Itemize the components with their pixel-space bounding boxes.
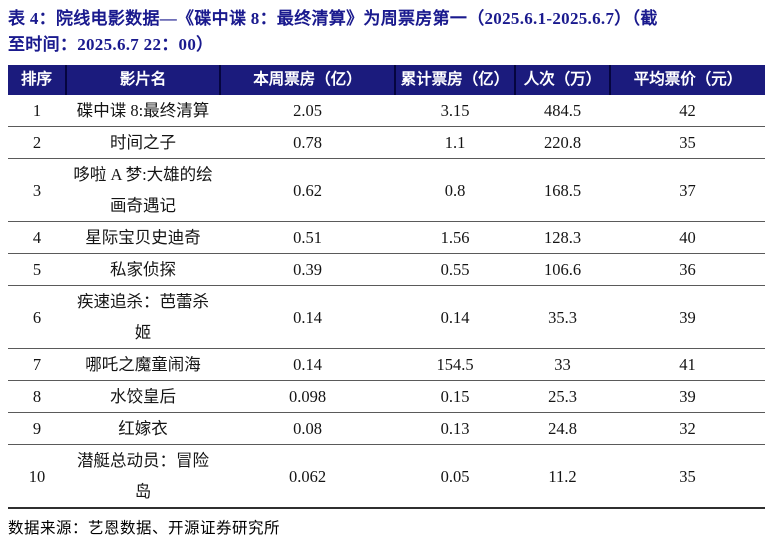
avg-price-cell: 37	[610, 158, 765, 222]
avg-price-cell: 35	[610, 126, 765, 159]
rank-cell: 1	[8, 95, 66, 127]
rank-cell: 8	[8, 380, 66, 413]
table-title-line2: 至时间：2025.6.7 22：00）	[8, 35, 214, 54]
box-office-table: 排序 影片名 本周票房（亿） 累计票房（亿） 人次（万） 平均票价（元） 1 碟…	[8, 65, 765, 509]
total-box-cell: 3.15	[395, 95, 515, 127]
header-row: 排序 影片名 本周票房（亿） 累计票房（亿） 人次（万） 平均票价（元）	[8, 65, 765, 95]
column-header-rank: 排序	[8, 65, 66, 95]
table-row: 4 星际宝贝史迪奇 0.51 1.56 128.3 40	[8, 221, 765, 254]
film-name-cell: 红嫁衣	[66, 412, 220, 445]
rank-cell: 6	[8, 285, 66, 349]
admissions-cell: 33	[515, 348, 610, 381]
week-box-cell: 0.62	[220, 158, 395, 222]
week-box-cell: 2.05	[220, 95, 395, 127]
admissions-cell: 128.3	[515, 221, 610, 254]
rank-cell: 2	[8, 126, 66, 159]
rank-cell: 9	[8, 412, 66, 445]
rank-cell: 3	[8, 158, 66, 222]
table-title-line1: 表 4：院线电影数据—《碟中谍 8：最终清算》为周票房第一（2025.6.1-2…	[8, 9, 658, 28]
admissions-cell: 168.5	[515, 158, 610, 222]
table-row: 6 疾速追杀：芭蕾杀姬 0.14 0.14 35.3 39	[8, 285, 765, 349]
table-row: 1 碟中谍 8:最终清算 2.05 3.15 484.5 42	[8, 95, 765, 127]
total-box-cell: 154.5	[395, 348, 515, 381]
week-box-cell: 0.14	[220, 285, 395, 349]
total-box-cell: 0.55	[395, 253, 515, 286]
admissions-cell: 11.2	[515, 444, 610, 509]
column-header-week-box: 本周票房（亿）	[219, 65, 395, 95]
table-row: 9 红嫁衣 0.08 0.13 24.8 32	[8, 412, 765, 445]
avg-price-cell: 32	[610, 412, 765, 445]
film-name-cell: 水饺皇后	[66, 380, 220, 413]
film-name-cell: 哪吒之魔童闹海	[66, 348, 220, 381]
table-header: 排序 影片名 本周票房（亿） 累计票房（亿） 人次（万） 平均票价（元）	[8, 65, 765, 95]
table-row: 8 水饺皇后 0.098 0.15 25.3 39	[8, 380, 765, 413]
week-box-cell: 0.062	[220, 444, 395, 509]
total-box-cell: 0.13	[395, 412, 515, 445]
week-box-cell: 0.51	[220, 221, 395, 254]
avg-price-cell: 39	[610, 285, 765, 349]
week-box-cell: 0.08	[220, 412, 395, 445]
avg-price-cell: 36	[610, 253, 765, 286]
film-name-cell: 潜艇总动员：冒险岛	[66, 444, 220, 509]
table-row: 2 时间之子 0.78 1.1 220.8 35	[8, 126, 765, 159]
total-box-cell: 1.1	[395, 126, 515, 159]
avg-price-cell: 41	[610, 348, 765, 381]
film-name-cell: 碟中谍 8:最终清算	[66, 95, 220, 127]
table-body: 1 碟中谍 8:最终清算 2.05 3.15 484.5 42 2 时间之子 0…	[8, 95, 765, 509]
total-box-cell: 0.8	[395, 158, 515, 222]
table-row: 10 潜艇总动员：冒险岛 0.062 0.05 11.2 35	[8, 444, 765, 509]
rank-cell: 5	[8, 253, 66, 286]
total-box-cell: 1.56	[395, 221, 515, 254]
film-name-cell: 私家侦探	[66, 253, 220, 286]
column-header-admissions: 人次（万）	[514, 65, 610, 95]
avg-price-cell: 42	[610, 95, 765, 127]
admissions-cell: 220.8	[515, 126, 610, 159]
total-box-cell: 0.14	[395, 285, 515, 349]
admissions-cell: 35.3	[515, 285, 610, 349]
admissions-cell: 24.8	[515, 412, 610, 445]
admissions-cell: 25.3	[515, 380, 610, 413]
data-source-note: 数据来源：艺恩数据、开源证券研究所	[8, 520, 281, 537]
avg-price-cell: 40	[610, 221, 765, 254]
rank-cell: 4	[8, 221, 66, 254]
film-name-cell: 星际宝贝史迪奇	[66, 221, 220, 254]
week-box-cell: 0.39	[220, 253, 395, 286]
week-box-cell: 0.098	[220, 380, 395, 413]
rank-cell: 7	[8, 348, 66, 381]
admissions-cell: 106.6	[515, 253, 610, 286]
avg-price-cell: 35	[610, 444, 765, 509]
table-row: 3 哆啦 A 梦:大雄的绘画奇遇记 0.62 0.8 168.5 37	[8, 158, 765, 222]
rank-cell: 10	[8, 444, 66, 509]
total-box-cell: 0.05	[395, 444, 515, 509]
column-header-film-name: 影片名	[65, 65, 220, 95]
film-name-cell: 疾速追杀：芭蕾杀姬	[66, 285, 220, 349]
column-header-total-box: 累计票房（亿）	[394, 65, 515, 95]
film-name-cell: 时间之子	[66, 126, 220, 159]
table-row: 5 私家侦探 0.39 0.55 106.6 36	[8, 253, 765, 286]
film-name-cell: 哆啦 A 梦:大雄的绘画奇遇记	[66, 158, 220, 222]
avg-price-cell: 39	[610, 380, 765, 413]
total-box-cell: 0.15	[395, 380, 515, 413]
table-title: 表 4：院线电影数据—《碟中谍 8：最终清算》为周票房第一（2025.6.1-2…	[8, 6, 779, 58]
table-row: 7 哪吒之魔童闹海 0.14 154.5 33 41	[8, 348, 765, 381]
week-box-cell: 0.78	[220, 126, 395, 159]
admissions-cell: 484.5	[515, 95, 610, 127]
week-box-cell: 0.14	[220, 348, 395, 381]
column-header-avg-price: 平均票价（元）	[609, 65, 765, 95]
